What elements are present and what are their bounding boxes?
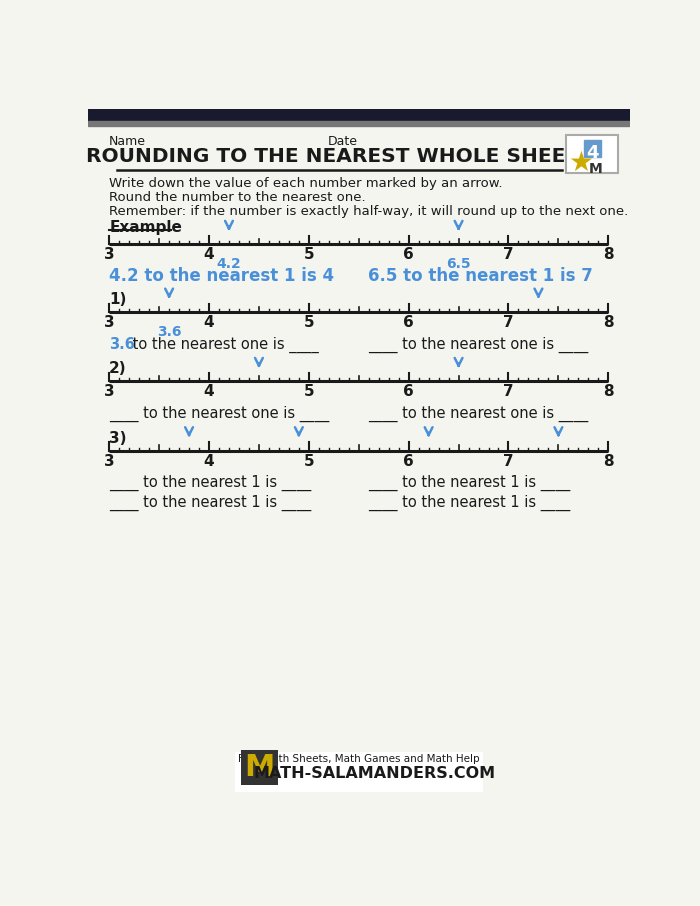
Text: Free Math Sheets, Math Games and Math Help: Free Math Sheets, Math Games and Math He… <box>238 754 480 764</box>
Text: 4: 4 <box>204 454 214 468</box>
Text: Remember: if the number is exactly half-way, it will round up to the next one.: Remember: if the number is exactly half-… <box>109 205 629 218</box>
Text: Write down the value of each number marked by an arrow.: Write down the value of each number mark… <box>109 178 503 190</box>
Text: ____ to the nearest 1 is ____: ____ to the nearest 1 is ____ <box>109 495 312 511</box>
Text: M: M <box>244 754 274 783</box>
Text: 6: 6 <box>403 247 414 263</box>
Text: to the nearest one is ____: to the nearest one is ____ <box>128 337 318 352</box>
Text: 3: 3 <box>104 384 115 400</box>
Text: 3: 3 <box>104 247 115 263</box>
Text: ____ to the nearest one is ____: ____ to the nearest one is ____ <box>109 406 330 422</box>
Text: ____ to the nearest 1 is ____: ____ to the nearest 1 is ____ <box>368 476 570 491</box>
Text: ____ to the nearest 1 is ____: ____ to the nearest 1 is ____ <box>368 495 570 511</box>
Text: 7: 7 <box>503 454 514 468</box>
Text: Date: Date <box>328 135 358 148</box>
Text: 3: 3 <box>104 315 115 330</box>
Text: 7: 7 <box>503 384 514 400</box>
Text: 4.2: 4.2 <box>216 257 242 271</box>
Text: 3.6: 3.6 <box>109 337 135 352</box>
Text: 8: 8 <box>603 315 614 330</box>
Bar <box>584 140 601 158</box>
Text: MATH-SALAMANDERS.COM: MATH-SALAMANDERS.COM <box>253 766 496 781</box>
Text: ____ to the nearest one is ____: ____ to the nearest one is ____ <box>368 337 588 352</box>
Bar <box>234 753 483 793</box>
Text: 1): 1) <box>109 292 127 307</box>
Text: 4: 4 <box>204 247 214 263</box>
Text: Example: Example <box>109 219 182 235</box>
Text: 3: 3 <box>104 454 115 468</box>
Text: ROUNDING TO THE NEAREST WHOLE SHEET 2: ROUNDING TO THE NEAREST WHOLE SHEET 2 <box>86 147 601 166</box>
Text: 8: 8 <box>603 384 614 400</box>
Bar <box>88 109 630 121</box>
Text: 5: 5 <box>304 315 314 330</box>
Text: M: M <box>588 162 602 176</box>
Text: Round the number to the nearest one.: Round the number to the nearest one. <box>109 191 366 204</box>
Text: 7: 7 <box>503 247 514 263</box>
Text: 6: 6 <box>403 315 414 330</box>
Text: 7: 7 <box>503 315 514 330</box>
Text: 3.6: 3.6 <box>157 325 181 339</box>
Text: 6.5: 6.5 <box>447 257 471 271</box>
Text: 3): 3) <box>109 430 127 446</box>
Text: 8: 8 <box>603 247 614 263</box>
Text: 4: 4 <box>204 315 214 330</box>
Text: 8: 8 <box>603 454 614 468</box>
Text: 5: 5 <box>304 384 314 400</box>
Text: 2): 2) <box>109 361 127 376</box>
Text: 5: 5 <box>304 454 314 468</box>
Text: 6: 6 <box>403 384 414 400</box>
Text: 6.5 to the nearest 1 is 7: 6.5 to the nearest 1 is 7 <box>368 267 593 285</box>
Text: Name: Name <box>109 135 146 148</box>
Text: ____ to the nearest 1 is ____: ____ to the nearest 1 is ____ <box>109 476 312 491</box>
Text: ★: ★ <box>568 149 593 177</box>
Text: 4: 4 <box>204 384 214 400</box>
Text: ____ to the nearest one is ____: ____ to the nearest one is ____ <box>368 406 588 422</box>
Text: 4.2 to the nearest 1 is 4: 4.2 to the nearest 1 is 4 <box>109 267 335 285</box>
Text: 5: 5 <box>304 247 314 263</box>
Bar <box>566 135 617 173</box>
Text: 6: 6 <box>403 454 414 468</box>
Bar <box>88 121 630 127</box>
Text: 4: 4 <box>587 144 599 162</box>
